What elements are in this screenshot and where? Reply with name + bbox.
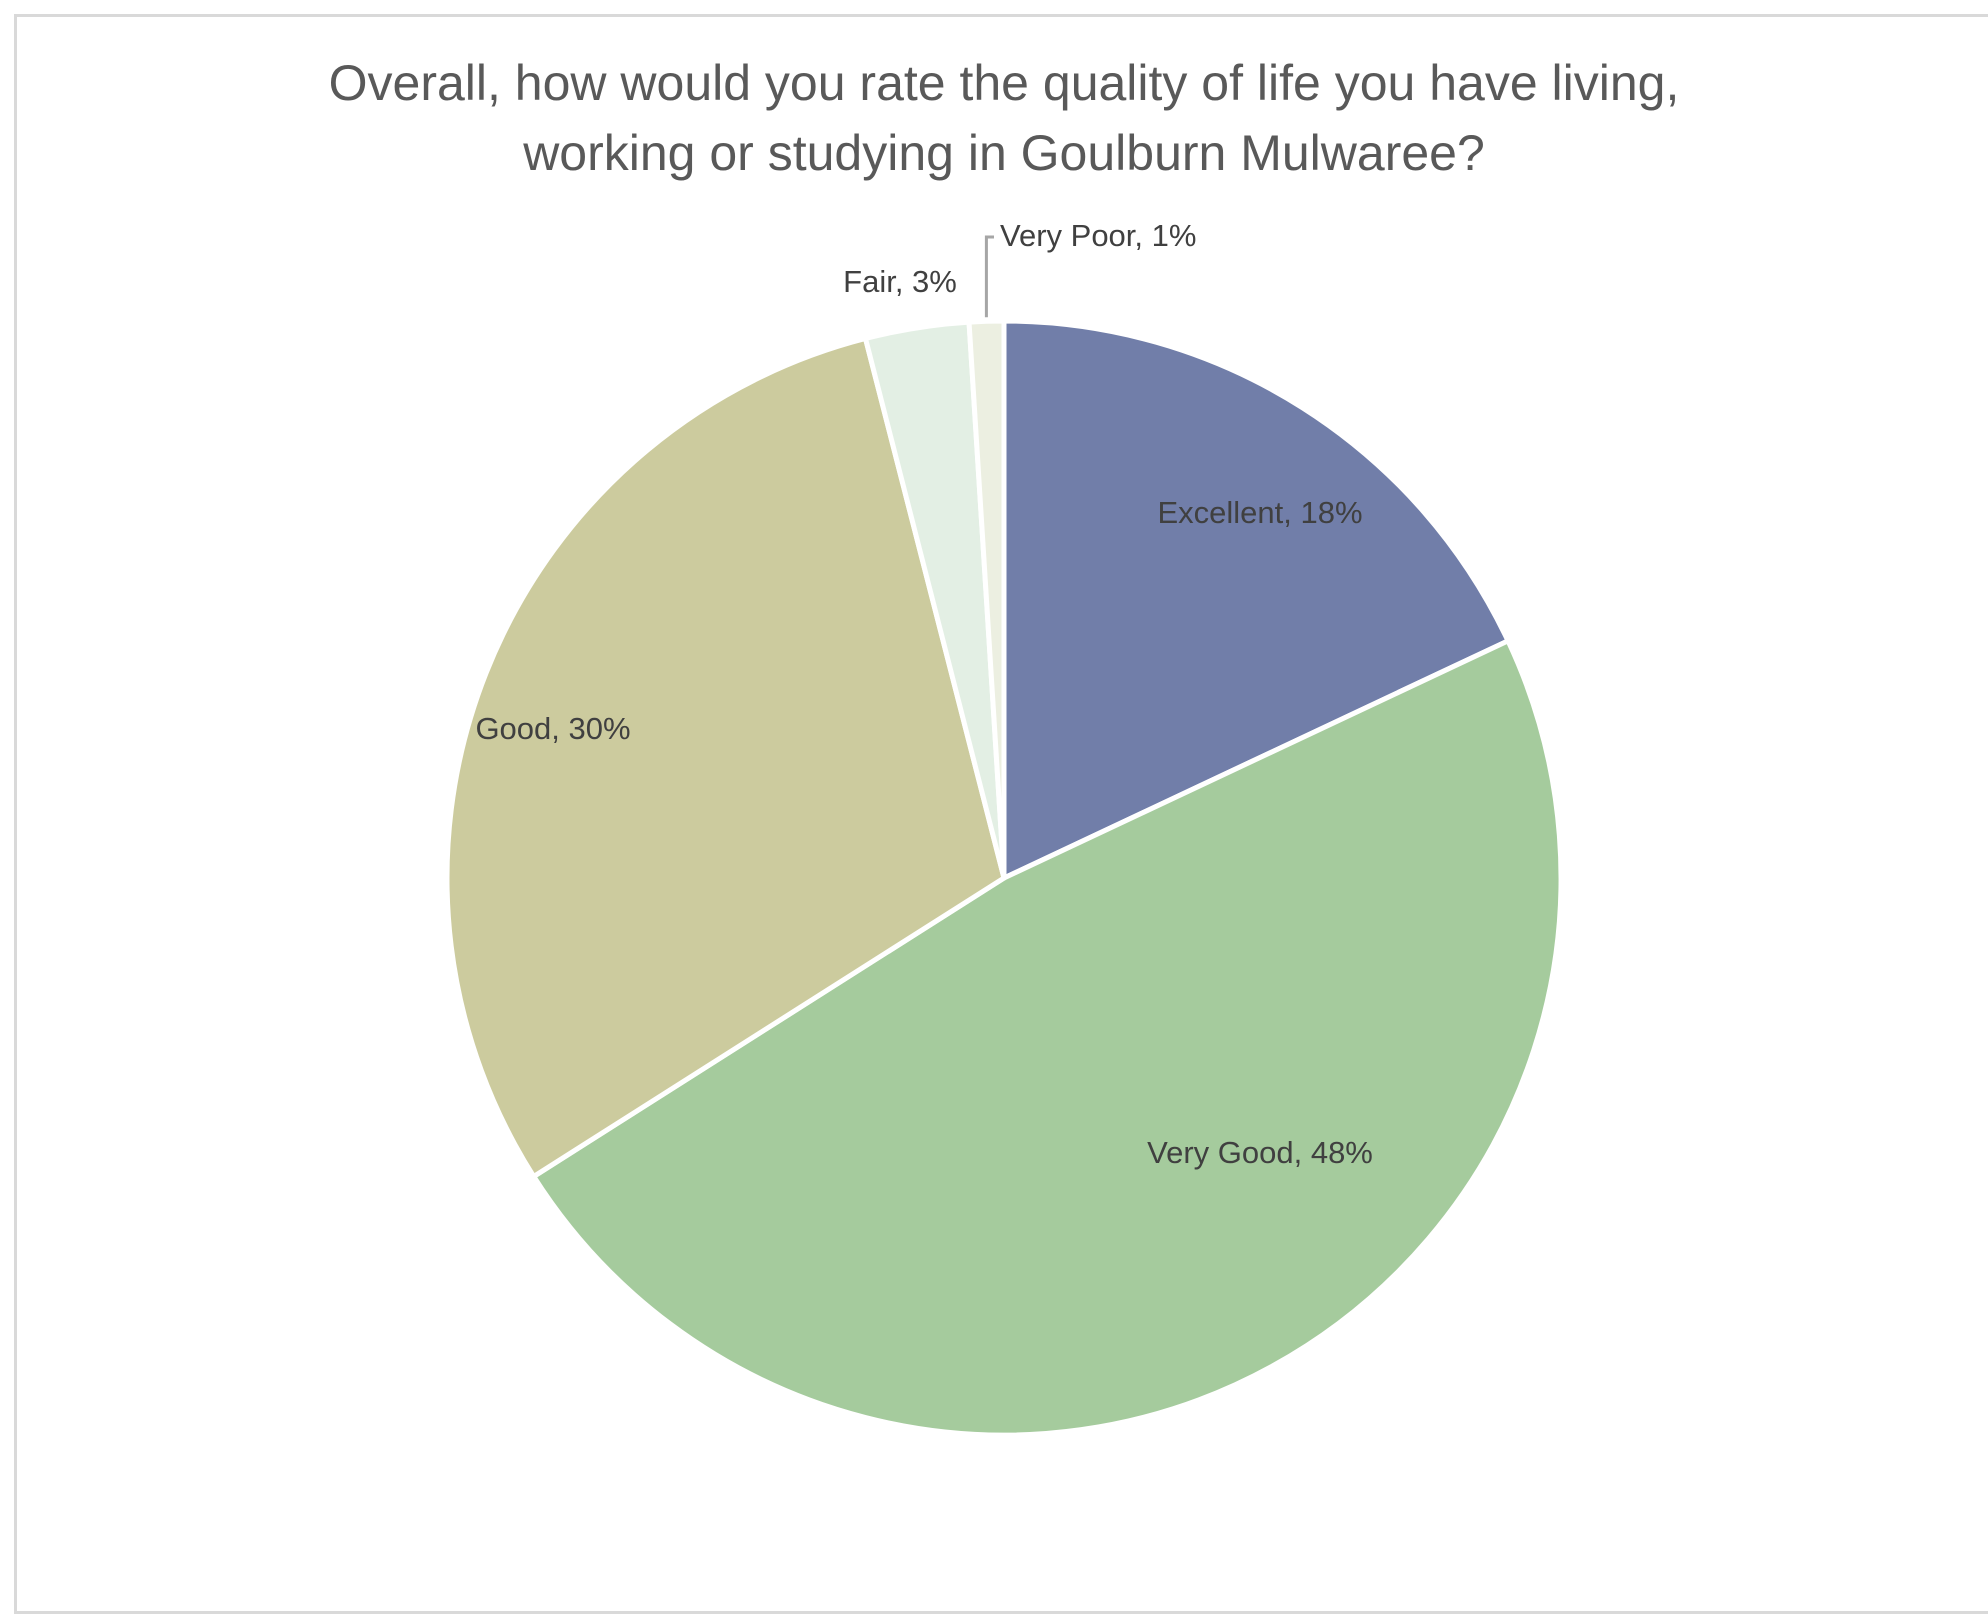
data-label-good: Good, 30% — [475, 711, 630, 746]
data-label-very-poor: Very Poor, 1% — [1000, 218, 1196, 253]
data-label-fair: Fair, 3% — [843, 264, 957, 299]
data-label-very-good: Very Good, 48% — [1147, 1135, 1373, 1170]
leader-line-very-poor — [986, 237, 994, 317]
data-label-excellent: Excellent, 18% — [1157, 495, 1362, 530]
pie-chart: Excellent, 18% Very Good, 48% Good, 30% Fai… — [0, 0, 1988, 1562]
